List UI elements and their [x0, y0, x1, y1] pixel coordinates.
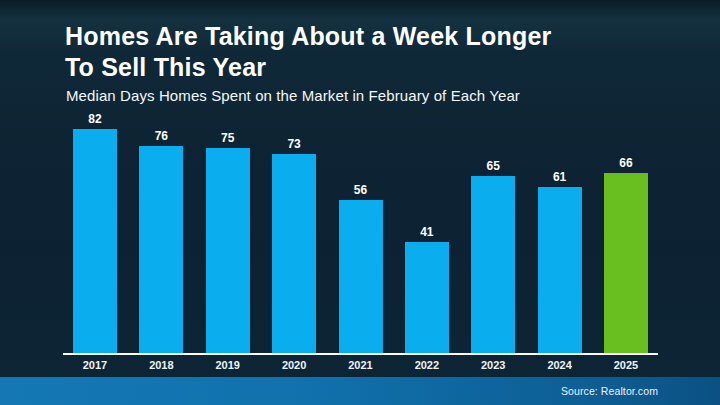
bar-2020	[272, 154, 316, 354]
year-label-2020: 2020	[272, 359, 316, 371]
bar-value-label: 82	[88, 112, 101, 126]
year-axis: 2017 2018 2019 2020 2021 2022 2023 2024 2025	[63, 359, 658, 371]
year-label-2019: 2019	[206, 359, 250, 371]
chart-title-line-1: Homes Are Taking About a Week Longer	[65, 21, 551, 52]
bar-value-label: 65	[487, 159, 500, 173]
chart-title: Homes Are Taking About a Week Longer To …	[65, 21, 551, 83]
source-attribution: Source: Realtor.com	[561, 385, 658, 397]
year-label-2024: 2024	[538, 359, 582, 371]
chart-title-line-2: To Sell This Year	[65, 52, 551, 83]
bar-2022	[405, 242, 449, 354]
chart-subtitle: Median Days Homes Spent on the Market in…	[66, 87, 520, 104]
bar-2018	[139, 146, 183, 354]
bar-value-label: 73	[287, 137, 300, 151]
year-label-2025: 2025	[604, 359, 648, 371]
bar-2017	[73, 129, 117, 354]
bar-value-label: 75	[221, 131, 234, 145]
year-label-2023: 2023	[471, 359, 515, 371]
bar-chart: 82 76 75 73 56 41 65 61 66	[63, 110, 658, 354]
bar-column-2018: 76	[139, 129, 183, 354]
year-label-2017: 2017	[73, 359, 117, 371]
year-label-2018: 2018	[139, 359, 183, 371]
bar-column-2022: 41	[405, 225, 449, 354]
bar-column-2017: 82	[73, 112, 117, 354]
year-label-2021: 2021	[339, 359, 383, 371]
bar-2021	[339, 200, 383, 354]
bar-2024	[538, 187, 582, 354]
slide: Homes Are Taking About a Week Longer To …	[0, 0, 720, 405]
bar-value-label: 66	[619, 156, 632, 170]
x-axis-line	[63, 353, 658, 355]
bar-value-label: 76	[155, 129, 168, 143]
bar-value-label: 41	[420, 225, 433, 239]
bar-2023	[471, 176, 515, 354]
bar-value-label: 56	[354, 183, 367, 197]
bar-column-2025: 66	[604, 156, 648, 354]
bar-column-2019: 75	[206, 131, 250, 354]
year-label-2022: 2022	[405, 359, 449, 371]
bar-2025	[604, 173, 648, 354]
bar-2019	[206, 148, 250, 354]
bar-column-2023: 65	[471, 159, 515, 354]
bar-column-2020: 73	[272, 137, 316, 354]
bar-column-2021: 56	[339, 183, 383, 354]
bar-value-label: 61	[553, 170, 566, 184]
bar-column-2024: 61	[538, 170, 582, 354]
